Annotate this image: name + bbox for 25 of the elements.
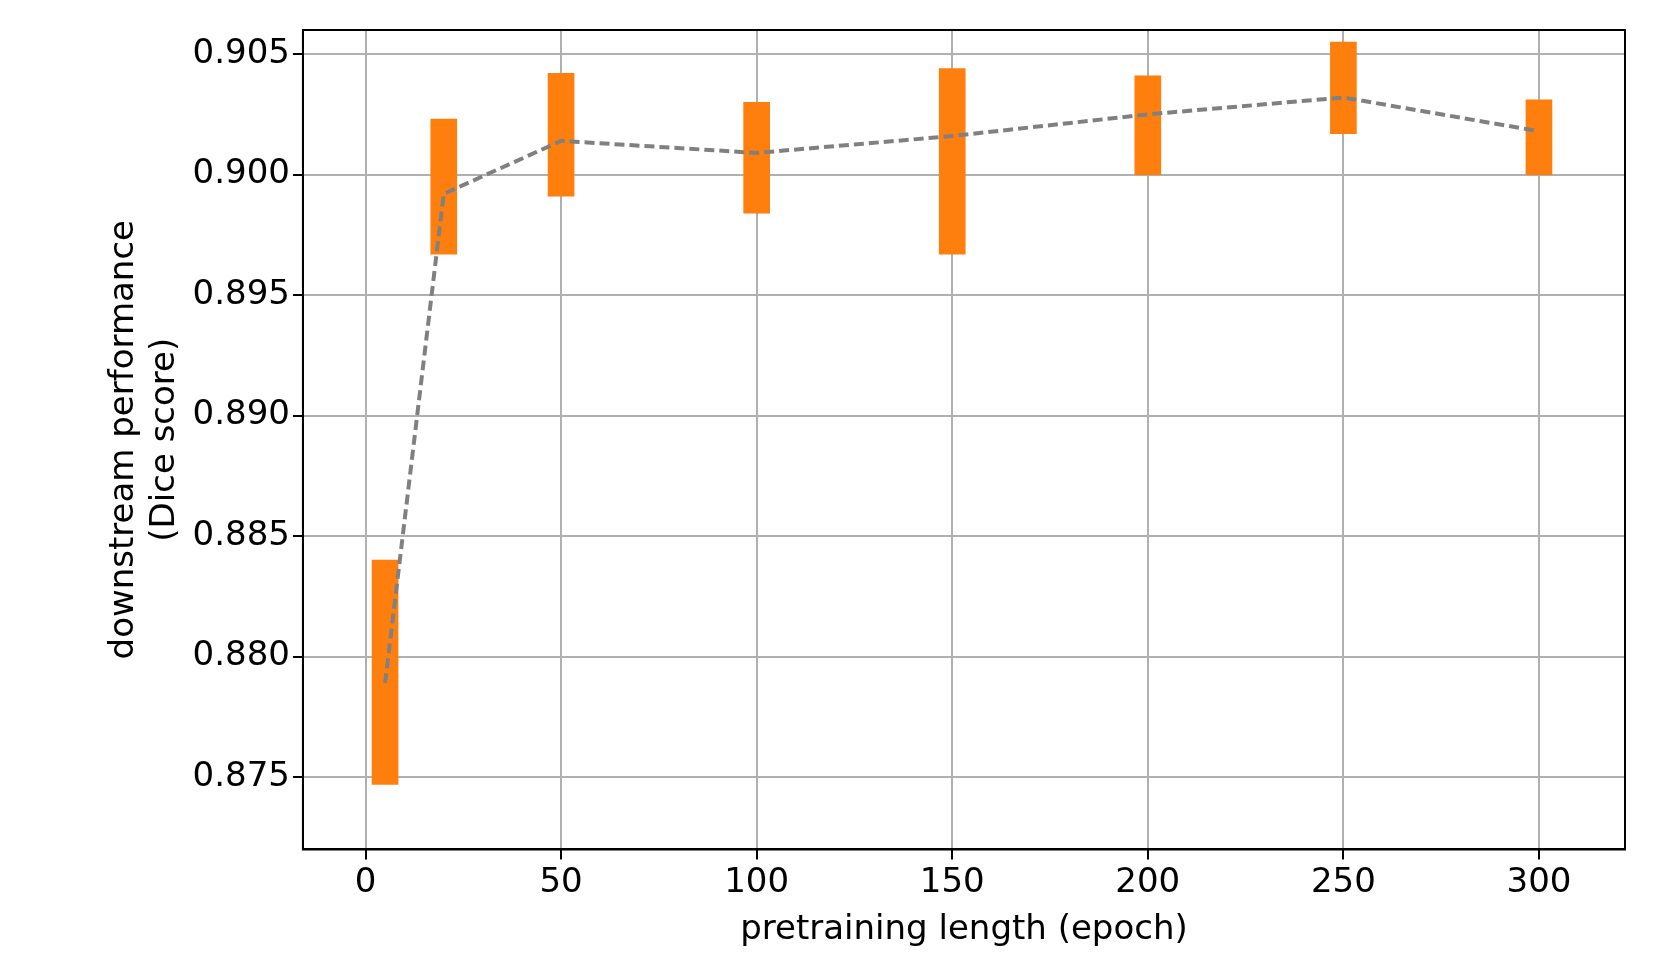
x-tick-label: 200 <box>1115 859 1181 900</box>
y-tick-label: 0.880 <box>192 633 290 674</box>
y-tick-label: 0.890 <box>192 392 290 433</box>
x-tick-label: 300 <box>1506 859 1572 900</box>
bar <box>1525 99 1553 175</box>
bar <box>430 118 458 255</box>
bar <box>1330 41 1357 134</box>
bar <box>371 559 399 785</box>
y-tick-label: 0.895 <box>192 271 290 312</box>
line-series <box>383 95 1541 686</box>
x-tick-label: 150 <box>919 859 985 900</box>
y-axis-title: downstream performance (Dice score) <box>101 219 183 660</box>
y-tick-label: 0.885 <box>192 512 290 553</box>
y-tick-label: 0.875 <box>192 753 290 794</box>
x-tick-label: 50 <box>539 859 583 900</box>
x-axis-title: pretraining length (epoch) <box>740 907 1188 948</box>
x-tick-label: 250 <box>1310 859 1376 900</box>
bar <box>1134 75 1162 175</box>
bar <box>743 101 770 214</box>
bar <box>938 68 966 255</box>
y-tick-label: 0.905 <box>192 30 290 71</box>
x-tick-label: 100 <box>724 859 790 900</box>
bar <box>547 73 575 197</box>
x-tick-label: 0 <box>354 859 377 900</box>
y-tick-label: 0.900 <box>192 151 290 192</box>
